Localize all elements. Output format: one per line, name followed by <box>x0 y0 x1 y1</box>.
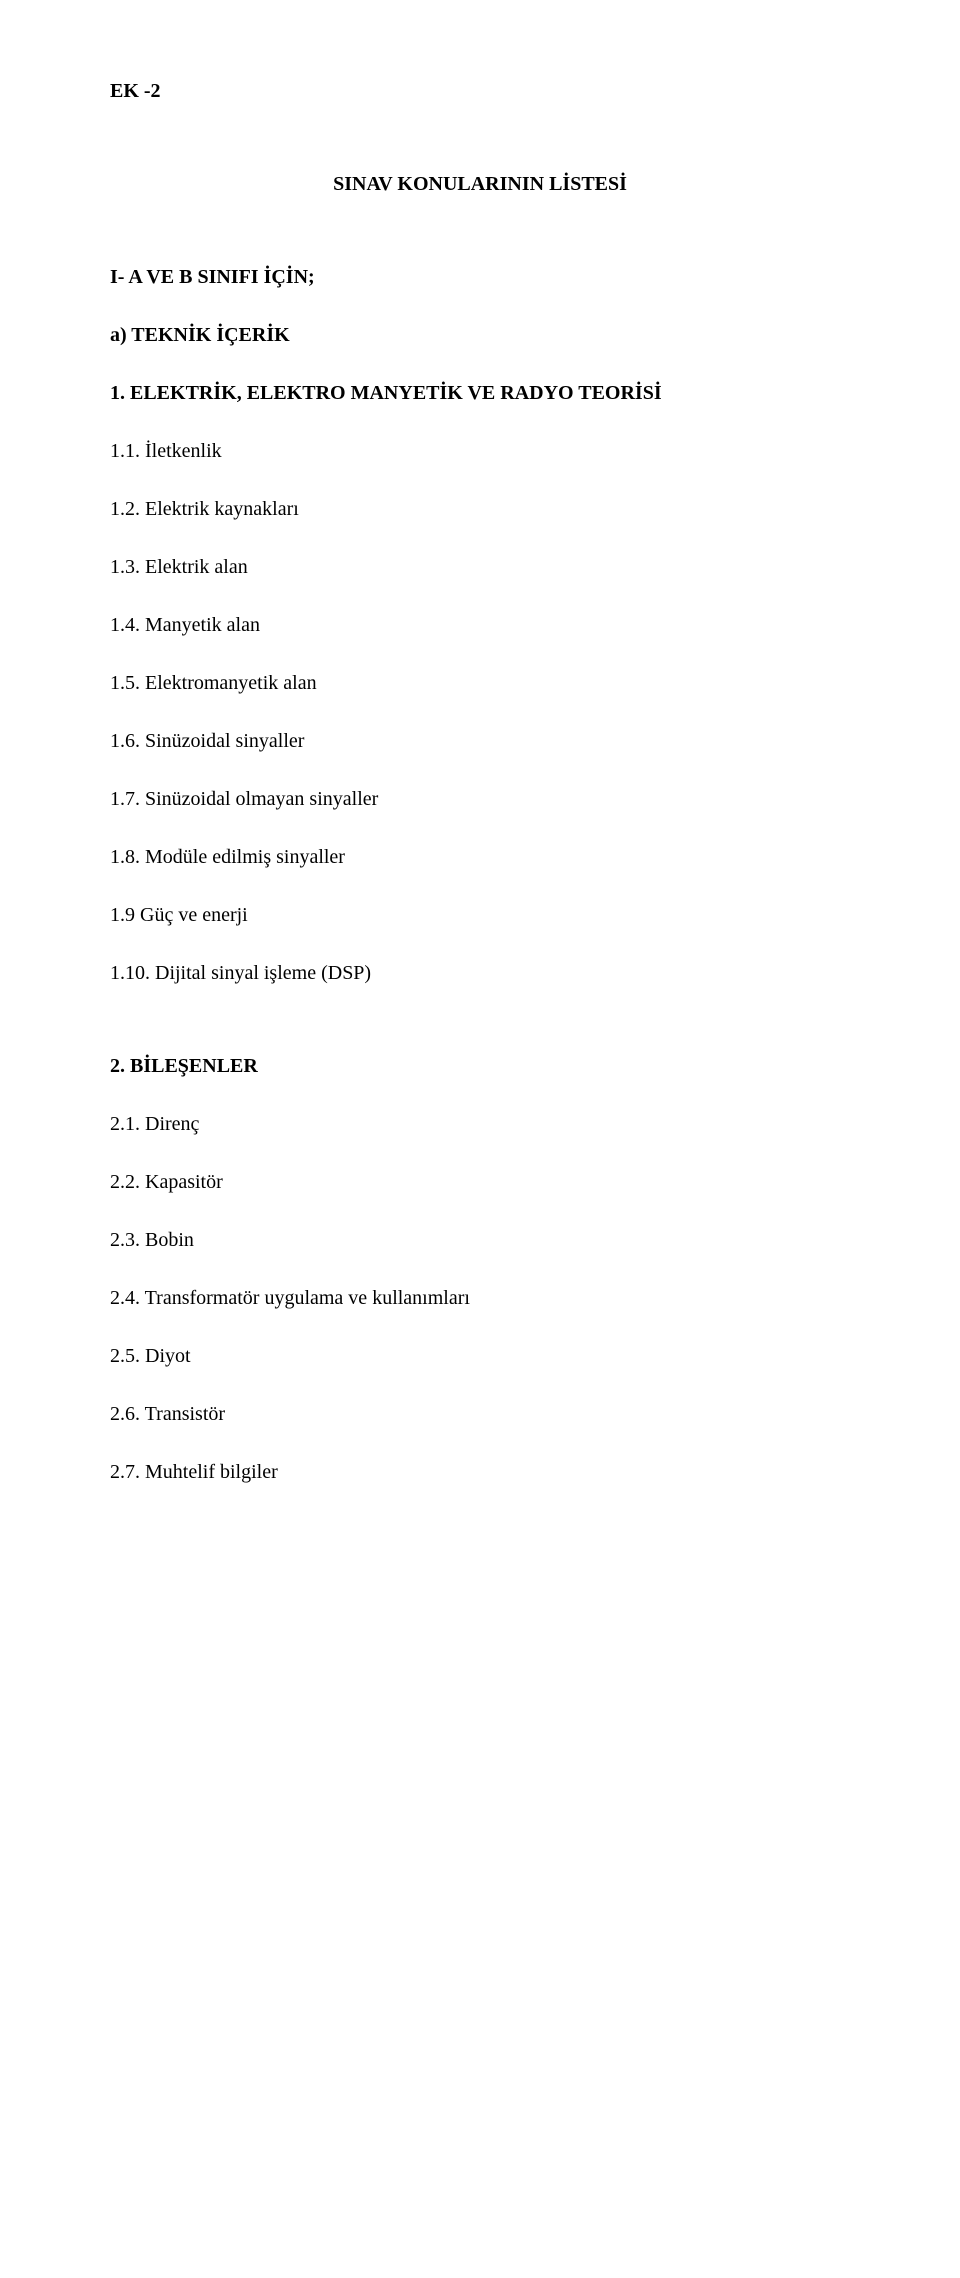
list-item: 1.6. Sinüzoidal sinyaller <box>110 730 850 753</box>
list-item: 2.4. Transformatör uygulama ve kullanıml… <box>110 1287 850 1310</box>
list-item: 2.7. Muhtelif bilgiler <box>110 1461 850 1484</box>
document-header: EK -2 <box>110 80 850 103</box>
list-item: 1.8. Modüle edilmiş sinyaller <box>110 846 850 869</box>
list-item: 1.1. İletkenlik <box>110 440 850 463</box>
list-item: 1.4. Manyetik alan <box>110 614 850 637</box>
section-label: I- A VE B SINIFI İÇİN; <box>110 266 850 289</box>
list-item: 1.5. Elektromanyetik alan <box>110 672 850 695</box>
chapter-2-title: 2. BİLEŞENLER <box>110 1055 850 1078</box>
list-item: 1.3. Elektrik alan <box>110 556 850 579</box>
list-item: 1.9 Güç ve enerji <box>110 904 850 927</box>
list-item: 1.10. Dijital sinyal işleme (DSP) <box>110 962 850 985</box>
subsection-label: a) TEKNİK İÇERİK <box>110 324 850 347</box>
list-item: 2.1. Direnç <box>110 1113 850 1136</box>
list-item: 2.3. Bobin <box>110 1229 850 1252</box>
list-item: 2.6. Transistör <box>110 1403 850 1426</box>
list-item: 2.2. Kapasitör <box>110 1171 850 1194</box>
list-item: 2.5. Diyot <box>110 1345 850 1368</box>
list-item: 1.7. Sinüzoidal olmayan sinyaller <box>110 788 850 811</box>
document-title: SINAV KONULARININ LİSTESİ <box>110 173 850 196</box>
chapter-1-title: 1. ELEKTRİK, ELEKTRO MANYETİK VE RADYO T… <box>110 382 850 405</box>
list-item: 1.2. Elektrik kaynakları <box>110 498 850 521</box>
